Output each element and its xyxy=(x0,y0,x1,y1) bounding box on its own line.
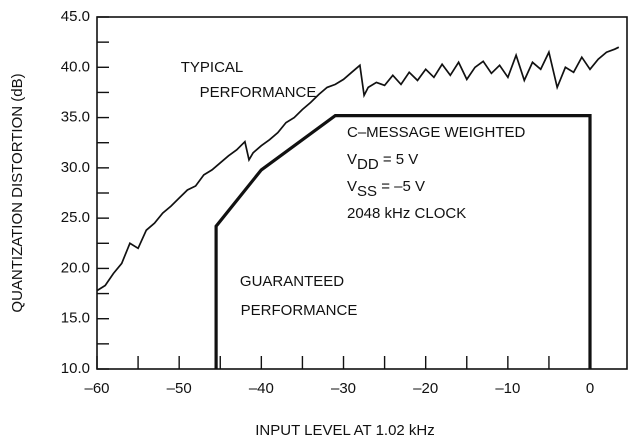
y-tick-label: 25.0 xyxy=(61,209,90,226)
annotation: VSS = –5 V xyxy=(347,178,425,200)
series-label-line: PERFORMANCE xyxy=(241,302,358,319)
y-tick-label: 45.0 xyxy=(61,8,90,25)
y-tick-label: 40.0 xyxy=(61,58,90,75)
annotation: VDD = 5 V xyxy=(347,151,418,173)
series-label-line: GUARANTEED xyxy=(240,273,344,290)
subscript: DD xyxy=(357,156,379,173)
x-tick-label: –40 xyxy=(249,380,274,397)
y-tick-label: 30.0 xyxy=(61,159,90,176)
x-tick-label: –10 xyxy=(495,380,520,397)
y-tick-label: 35.0 xyxy=(61,109,90,126)
x-tick-label: –20 xyxy=(413,380,438,397)
y-tick-label: 20.0 xyxy=(61,259,90,276)
series-line xyxy=(96,46,620,292)
series-label-line: TYPICAL xyxy=(181,59,244,76)
annotation-part: C–MESSAGE WEIGHTED xyxy=(347,124,526,141)
annotation-part: = 5 V xyxy=(379,151,419,168)
series-label: TYPICAL PERFORMANCE xyxy=(181,59,317,101)
x-tick-label: –60 xyxy=(84,380,109,397)
y-tick-label: 10.0 xyxy=(61,360,90,377)
series-label: GUARANTEED PERFORMANCE xyxy=(240,273,357,319)
annotation: C–MESSAGE WEIGHTED xyxy=(347,124,526,141)
annotation-part: V xyxy=(347,178,357,195)
y-tick-label: 15.0 xyxy=(61,310,90,327)
x-tick-label: –50 xyxy=(167,380,192,397)
x-tick-label: 0 xyxy=(586,380,594,397)
x-axis-label: INPUT LEVEL AT 1.02 kHz xyxy=(255,422,435,439)
annotation-part: 2048 kHz CLOCK xyxy=(347,205,466,222)
series-label-line: PERFORMANCE xyxy=(200,84,317,101)
x-tick-label: –30 xyxy=(331,380,356,397)
subscript: SS xyxy=(357,183,377,200)
annotation-part: V xyxy=(347,151,357,168)
series-line xyxy=(214,114,592,369)
y-axis-label: QUANTIZATION DISTORTION (dB) xyxy=(9,73,26,312)
annotation-part: = –5 V xyxy=(377,178,425,195)
annotation: 2048 kHz CLOCK xyxy=(347,205,466,222)
